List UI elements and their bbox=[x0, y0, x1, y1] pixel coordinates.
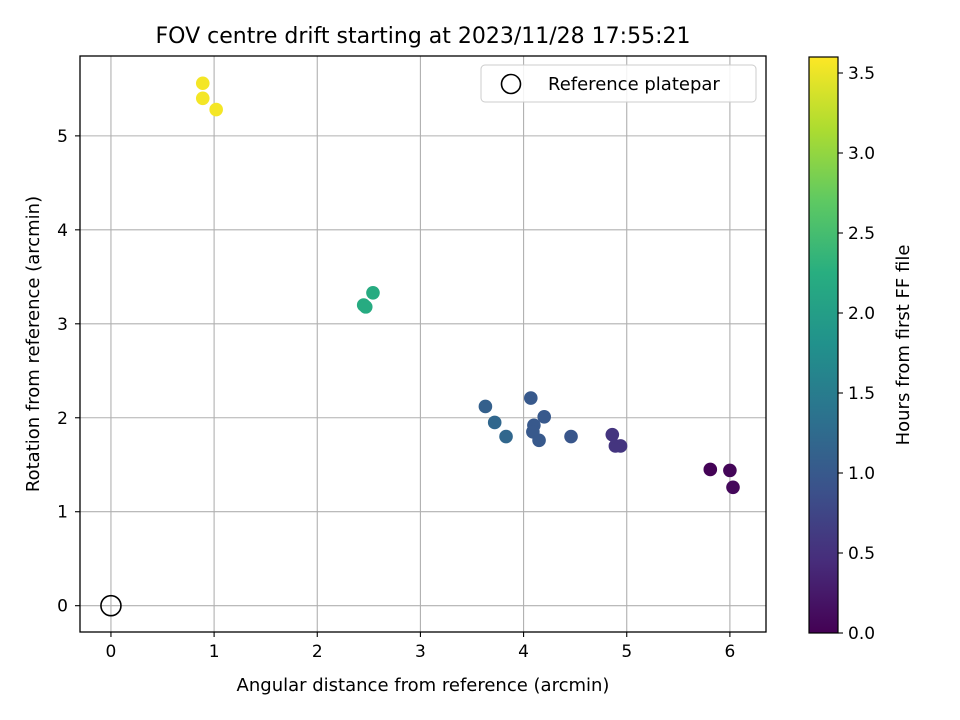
colorbar-tick-label: 2.5 bbox=[848, 224, 875, 244]
colorbar-ticks: 0.0 0.5 1.0 1.5 2.0 2.5 3.0 3.5 bbox=[838, 64, 875, 644]
reference-platepar-marker bbox=[100, 594, 122, 617]
x-tick-label: 5 bbox=[621, 642, 632, 662]
y-tick-label: 3 bbox=[57, 315, 68, 335]
y-axis-ticks: 0 1 2 3 4 5 bbox=[57, 127, 80, 617]
reference-marker-layer bbox=[100, 594, 122, 617]
scatter-point bbox=[478, 399, 493, 414]
scatter-point bbox=[499, 429, 513, 444]
scatter-point bbox=[723, 463, 737, 478]
colorbar-tick-label: 0.0 bbox=[848, 624, 875, 644]
scatter-point bbox=[726, 480, 740, 495]
legend-marker-reference bbox=[500, 73, 522, 95]
colorbar-tick-label: 3.0 bbox=[848, 144, 875, 164]
legend: Reference platepar bbox=[480, 64, 757, 103]
x-tick-label: 2 bbox=[312, 642, 323, 662]
grid-lines bbox=[80, 56, 766, 632]
scatter-point bbox=[613, 439, 628, 453]
x-tick-label: 0 bbox=[106, 642, 117, 662]
y-tick-label: 1 bbox=[57, 503, 68, 523]
legend-label-reference: Reference platepar bbox=[548, 74, 720, 95]
scatter-point bbox=[564, 429, 578, 444]
scatter-point bbox=[358, 300, 373, 314]
y-axis-label: Rotation from reference (arcmin) bbox=[23, 196, 44, 492]
colorbar-gradient bbox=[808, 56, 839, 634]
x-axis-ticks: 0 1 2 3 4 5 6 bbox=[106, 632, 735, 662]
chart-title: FOV centre drift starting at 2023/11/28 … bbox=[156, 24, 691, 49]
scatter-point bbox=[487, 415, 502, 430]
colorbar-tick-label: 1.0 bbox=[848, 464, 875, 484]
x-tick-label: 4 bbox=[518, 642, 529, 662]
colorbar-tick-label: 2.0 bbox=[848, 304, 875, 324]
scatter-point bbox=[537, 410, 552, 424]
y-tick-label: 5 bbox=[57, 127, 68, 147]
colorbar: 0.0 0.5 1.0 1.5 2.0 2.5 3.0 3.5 Hours from firs… bbox=[808, 56, 914, 644]
x-tick-label: 1 bbox=[209, 642, 220, 662]
scatter-point bbox=[605, 427, 620, 442]
x-tick-label: 3 bbox=[415, 642, 426, 662]
x-axis-label: Angular distance from reference (arcmin) bbox=[237, 675, 610, 696]
colorbar-tick-label: 0.5 bbox=[848, 544, 875, 564]
plot-frame bbox=[79, 55, 767, 633]
y-tick-label: 4 bbox=[57, 221, 68, 241]
scatter-point bbox=[703, 462, 718, 477]
legend-box bbox=[480, 64, 757, 103]
scatter-point bbox=[532, 433, 546, 448]
colorbar-label: Hours from first FF file bbox=[893, 245, 914, 446]
data-points bbox=[195, 76, 740, 495]
x-tick-label: 6 bbox=[724, 642, 735, 662]
scatter-point bbox=[195, 91, 210, 106]
y-tick-label: 0 bbox=[57, 597, 68, 617]
scatter-point bbox=[524, 391, 538, 405]
colorbar-tick-label: 1.5 bbox=[848, 384, 875, 404]
scatter-point bbox=[209, 102, 223, 117]
scatter-point bbox=[366, 285, 380, 300]
scatter-point bbox=[195, 76, 210, 91]
colorbar-tick-label: 3.5 bbox=[848, 64, 875, 84]
y-tick-label: 2 bbox=[57, 409, 68, 429]
